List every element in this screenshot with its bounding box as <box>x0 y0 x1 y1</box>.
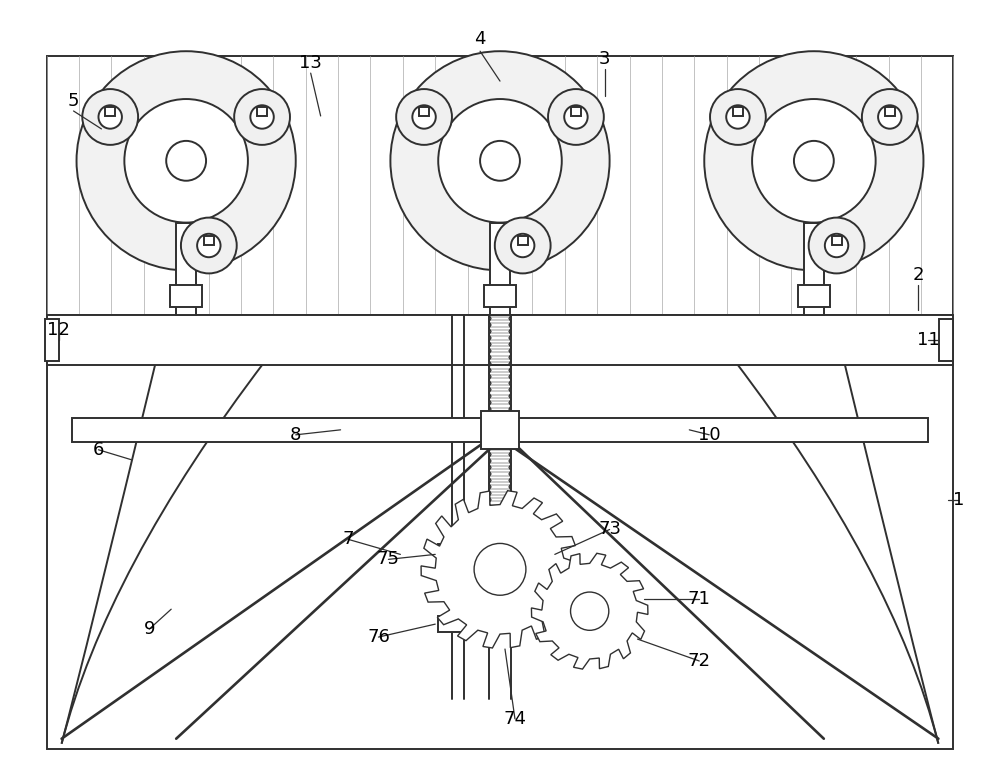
Bar <box>804 223 824 315</box>
Circle shape <box>98 105 122 129</box>
Circle shape <box>710 89 766 145</box>
Circle shape <box>82 89 138 145</box>
Circle shape <box>181 218 237 273</box>
Circle shape <box>480 141 520 181</box>
Circle shape <box>250 105 274 129</box>
Bar <box>419 107 429 116</box>
Bar <box>490 223 510 315</box>
Circle shape <box>878 105 902 129</box>
Circle shape <box>511 234 534 257</box>
Text: 8: 8 <box>290 426 301 444</box>
Bar <box>571 107 581 116</box>
Circle shape <box>166 141 206 181</box>
Circle shape <box>495 218 551 273</box>
Text: 13: 13 <box>299 54 322 72</box>
Bar <box>257 107 267 116</box>
Circle shape <box>726 105 750 129</box>
Text: 2: 2 <box>913 266 924 284</box>
Circle shape <box>77 52 296 270</box>
Bar <box>939 320 953 361</box>
Bar <box>47 56 953 315</box>
Text: 76: 76 <box>367 628 390 646</box>
Bar <box>444 533 456 547</box>
Text: 10: 10 <box>698 426 721 444</box>
Text: 12: 12 <box>47 321 70 340</box>
Text: 72: 72 <box>688 652 711 670</box>
Circle shape <box>809 218 864 273</box>
Polygon shape <box>531 554 648 669</box>
Bar <box>484 286 516 307</box>
Circle shape <box>794 141 834 181</box>
Text: 7: 7 <box>343 531 354 548</box>
Circle shape <box>571 592 609 631</box>
Text: 75: 75 <box>377 551 400 568</box>
Bar <box>45 320 59 361</box>
Circle shape <box>825 234 848 257</box>
Circle shape <box>474 544 526 595</box>
Circle shape <box>752 99 876 223</box>
Bar <box>438 616 468 632</box>
Circle shape <box>862 89 918 145</box>
Circle shape <box>124 99 248 223</box>
Circle shape <box>438 99 562 223</box>
Text: 4: 4 <box>474 30 486 49</box>
Bar <box>885 107 895 116</box>
Bar <box>72 418 928 442</box>
Bar <box>170 286 202 307</box>
Bar <box>481 411 519 449</box>
Circle shape <box>548 89 604 145</box>
Text: 5: 5 <box>68 92 79 110</box>
Bar <box>47 320 953 748</box>
Bar <box>438 544 468 564</box>
Bar <box>105 107 115 116</box>
Bar <box>798 286 830 307</box>
Text: 73: 73 <box>598 521 621 538</box>
Circle shape <box>390 52 610 270</box>
Bar <box>176 223 196 315</box>
Circle shape <box>412 105 436 129</box>
Circle shape <box>197 234 221 257</box>
Text: 3: 3 <box>599 50 610 69</box>
Polygon shape <box>421 490 579 648</box>
Text: 74: 74 <box>503 710 526 728</box>
Bar <box>518 236 528 245</box>
Bar <box>47 315 953 365</box>
Text: 6: 6 <box>93 440 104 459</box>
Circle shape <box>564 105 588 129</box>
Text: 11: 11 <box>917 331 940 349</box>
Bar <box>832 236 842 245</box>
Text: 1: 1 <box>953 490 964 509</box>
Circle shape <box>234 89 290 145</box>
Text: 9: 9 <box>144 620 155 638</box>
Text: 71: 71 <box>688 591 711 608</box>
Bar <box>733 107 743 116</box>
Circle shape <box>396 89 452 145</box>
Circle shape <box>704 52 923 270</box>
Bar <box>204 236 214 245</box>
